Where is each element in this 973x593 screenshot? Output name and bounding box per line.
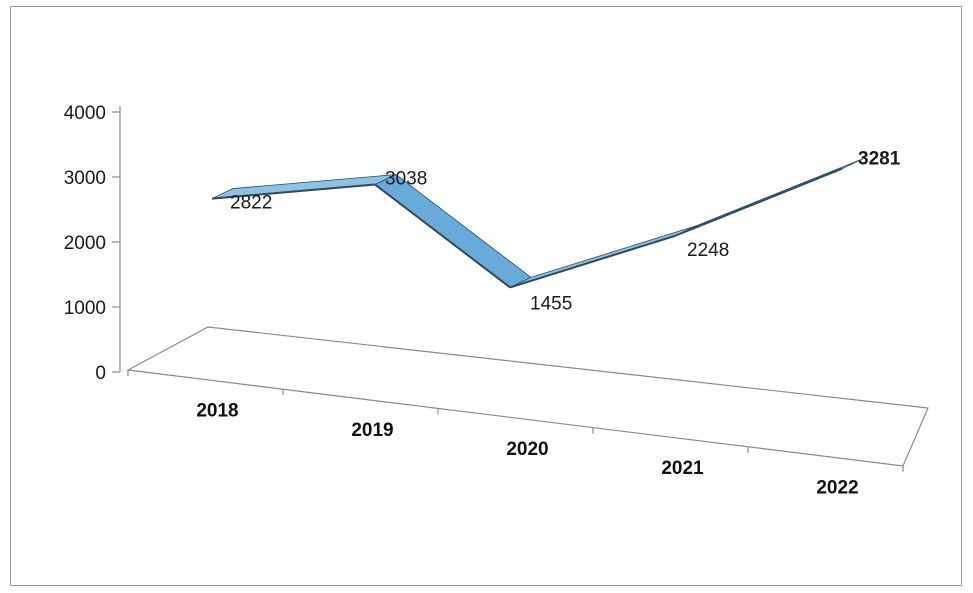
- floor-plane: [126, 326, 929, 467]
- y-tick-label: 0: [95, 363, 106, 384]
- x-tick-label: 2019: [351, 420, 393, 441]
- axes: 0 1000 2000 3000 4000 2018 2019 2020 2021 2022: [64, 103, 929, 498]
- series-line: [674, 167, 843, 237]
- x-tick-label: 2022: [816, 477, 858, 498]
- data-label: 2822: [230, 193, 272, 214]
- y-tick-label: 1000: [64, 298, 106, 319]
- y-tick-label: 3000: [64, 168, 106, 189]
- series-line: [374, 183, 511, 289]
- data-label: 3038: [385, 169, 427, 190]
- y-tick-label: 4000: [64, 103, 106, 124]
- series-line: [509, 234, 676, 289]
- x-tick-label: 2021: [661, 458, 704, 479]
- data-label: 2248: [687, 240, 729, 261]
- data-label: 3281: [858, 149, 901, 170]
- x-tick-label: 2020: [506, 439, 548, 460]
- x-tick-label: 2018: [196, 401, 238, 422]
- labels: 2822 3038 1455 2248 3281: [230, 149, 901, 315]
- series-line: [211, 183, 376, 200]
- series-ribbon: [211, 158, 864, 289]
- ribbon-segment: [374, 174, 532, 288]
- data-label: 1455: [530, 293, 572, 314]
- chart-frame: [10, 6, 962, 586]
- y-tick-label: 2000: [64, 233, 106, 254]
